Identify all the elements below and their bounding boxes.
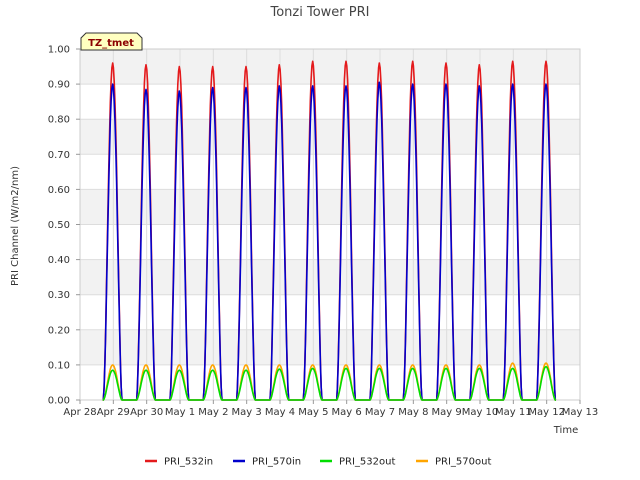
series-layer [102, 60, 557, 401]
y-tick-label: 0.80 [48, 115, 70, 126]
y-tick-label: 0.10 [48, 360, 70, 371]
legend-label: PRI_570in [252, 457, 301, 468]
y-axis-title: PRI Channel (W/m2/nm) [10, 166, 21, 286]
y-tick-label: 0.70 [48, 150, 70, 161]
x-tick-label: May 2 [198, 407, 228, 418]
x-tick-label: May 11 [495, 407, 532, 418]
y-tick-label: 0.20 [48, 325, 70, 336]
x-tick-label: May 13 [562, 407, 599, 418]
x-tick-label: May 10 [462, 407, 499, 418]
y-tick-label: 0.00 [48, 396, 70, 407]
x-tick-label: May 9 [432, 407, 462, 418]
series-line-pri-532out [102, 365, 557, 401]
background-band [80, 119, 580, 155]
background-band [80, 259, 580, 295]
y-tick-label: 0.30 [48, 290, 70, 301]
y-tick-label: 0.40 [48, 255, 70, 266]
x-tick-label: May 3 [232, 407, 262, 418]
tz-badge-shape [80, 32, 143, 51]
y-tick-label: 0.60 [48, 185, 70, 196]
y-tick-label: 0.50 [48, 220, 70, 231]
legend-label: PRI_570out [435, 457, 491, 468]
x-tick-label: Apr 29 [97, 407, 130, 418]
legend-label: PRI_532out [339, 457, 395, 468]
x-tick-label: Apr 30 [130, 407, 163, 418]
x-tick-label: May 8 [398, 407, 428, 418]
background-band [80, 329, 580, 365]
tz-badge: TZ_tmet [80, 32, 143, 51]
chart-title: Tonzi Tower PRI [270, 5, 370, 20]
background-bands [80, 49, 580, 365]
y-tick-label: 1.00 [48, 45, 70, 56]
x-tick-label: May 12 [528, 407, 565, 418]
y-tick-label: 0.90 [48, 80, 70, 91]
x-axis-ticks: Apr 28 Apr 29 Apr 30 May 1 May 2 May 3 May 4 Ma… [63, 400, 598, 418]
x-axis-title: Time [553, 425, 578, 436]
x-tick-label: May 7 [365, 407, 395, 418]
x-tick-label: May 6 [332, 407, 362, 418]
legend-label: PRI_532in [164, 457, 213, 468]
background-band [80, 49, 580, 85]
x-tick-label: May 5 [298, 407, 328, 418]
tz-badge-label: TZ_tmet [88, 38, 134, 49]
x-tick-label: Apr 28 [63, 407, 96, 418]
background-band [80, 189, 580, 225]
x-tick-label: May 1 [165, 407, 195, 418]
legend: PRI_532in PRI_570in PRI_532out PRI_570out [145, 457, 491, 468]
x-tick-label: May 4 [265, 407, 295, 418]
y-axis-ticks: 0.00 0.10 0.20 0.30 0.40 0.50 0.60 0.70 0.80 0.90… [48, 45, 80, 407]
